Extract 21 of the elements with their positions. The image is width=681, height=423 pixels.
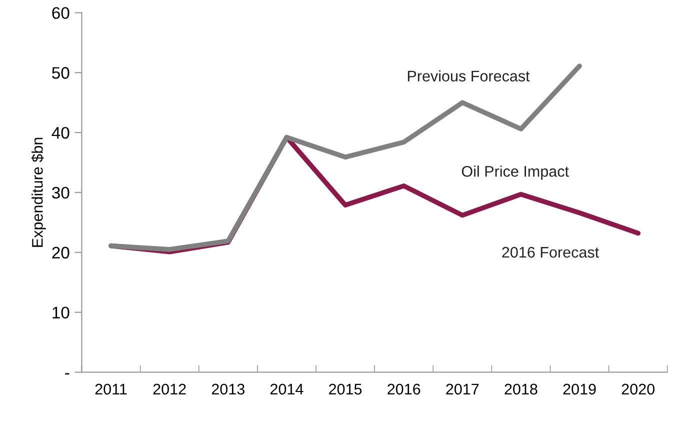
- y-tick-label: 60: [52, 7, 70, 19]
- series-label: Previous Forecast: [408, 70, 530, 82]
- x-tick-label: 2020: [622, 384, 654, 395]
- x-tick-label: 2015: [329, 384, 362, 395]
- y-tick-label: 10: [52, 306, 70, 319]
- annotation: Oil Price Impact: [462, 166, 569, 180]
- x-tick-label: 2014: [270, 384, 304, 395]
- y-tick-label: 20: [52, 246, 70, 259]
- y-axis-title: Expenditure $bn: [31, 138, 46, 247]
- x-tick-label: 2019: [563, 384, 596, 395]
- x-tick-label: 2018: [504, 384, 538, 395]
- x-tick-label: 2016: [388, 384, 420, 395]
- x-tick-label: 2013: [212, 384, 244, 395]
- series-label: 2016 Forecast: [502, 246, 599, 258]
- x-tick-label: 2011: [95, 384, 127, 395]
- x-tick-label: 2017: [446, 384, 479, 395]
- y-tick-label: 30: [52, 186, 70, 199]
- y-tick-label: 40: [52, 126, 70, 139]
- x-tick-label: 2012: [153, 384, 186, 395]
- y-tick-label: 50: [52, 67, 70, 79]
- y-tick-label: -: [65, 373, 70, 375]
